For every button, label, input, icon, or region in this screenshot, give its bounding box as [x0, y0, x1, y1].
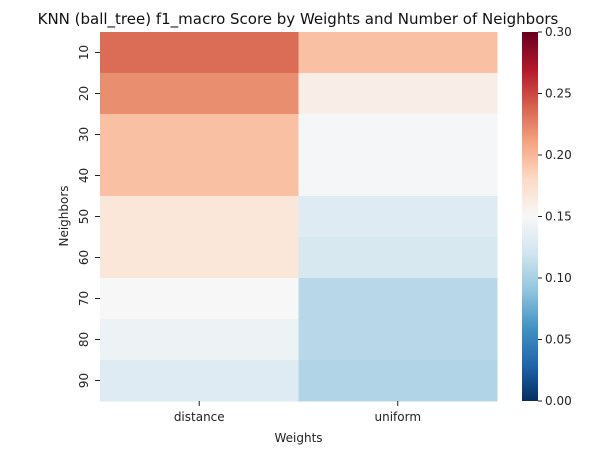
- colorbar-tick-label: 0.15: [545, 210, 572, 224]
- y-tick-label: 10: [77, 45, 91, 60]
- heatmap-cell-10-distance: [100, 32, 299, 74]
- heatmap-cell-70-distance: [100, 278, 299, 320]
- heatmap-cell-80-uniform: [298, 319, 498, 361]
- y-tick-label: 20: [77, 86, 91, 101]
- x-axis-ticks: distance uniform: [174, 401, 421, 424]
- x-tick-label: distance: [174, 410, 225, 424]
- heatmap-cell-40-uniform: [298, 155, 498, 197]
- colorbar-tick-label: 0.20: [545, 148, 572, 162]
- heatmap-cell-90-distance: [100, 360, 299, 402]
- y-tick-label: 50: [77, 209, 91, 224]
- heatmap-cell-70-uniform: [298, 278, 498, 320]
- y-tick-label: 70: [77, 291, 91, 306]
- x-axis-label: Weights: [274, 431, 322, 445]
- heatmap-cell-60-distance: [100, 237, 299, 279]
- heatmap-cell-20-uniform: [298, 73, 498, 115]
- y-tick-label: 30: [77, 127, 91, 142]
- heatmap-cells: [100, 32, 498, 402]
- y-tick-label: 90: [77, 373, 91, 388]
- heatmap-cell-50-distance: [100, 196, 299, 238]
- heatmap-cell-60-uniform: [298, 237, 498, 279]
- y-axis-ticks: 10 20 30 40 50 60 70 80 90: [77, 45, 100, 388]
- heatmap-cell-90-uniform: [298, 360, 498, 402]
- heatmap-cell-30-distance: [100, 114, 299, 156]
- heatmap-cell-40-distance: [100, 155, 299, 197]
- colorbar-tick-label: 0.00: [545, 394, 572, 408]
- heatmap-cell-20-distance: [100, 73, 299, 115]
- heatmap-cell-10-uniform: [298, 32, 498, 74]
- colorbar-ticks: 0.00 0.05 0.10 0.15 0.20 0.25 0.30: [538, 25, 572, 408]
- y-tick-label: 60: [77, 250, 91, 265]
- heatmap-cell-30-uniform: [298, 114, 498, 156]
- colorbar: [522, 32, 538, 401]
- heatmap-cell-50-uniform: [298, 196, 498, 238]
- y-tick-label: 80: [77, 332, 91, 347]
- colorbar-tick-label: 0.30: [545, 25, 572, 39]
- y-tick-label: 40: [77, 168, 91, 183]
- colorbar-tick-label: 0.05: [545, 333, 572, 347]
- x-tick-label: uniform: [374, 410, 421, 424]
- chart-title: KNN (ball_tree) f1_macro Score by Weight…: [38, 10, 559, 29]
- y-axis-label: Neighbors: [57, 185, 71, 246]
- heatmap-cell-80-distance: [100, 319, 299, 361]
- colorbar-tick-label: 0.25: [545, 87, 572, 101]
- colorbar-tick-label: 0.10: [545, 271, 572, 285]
